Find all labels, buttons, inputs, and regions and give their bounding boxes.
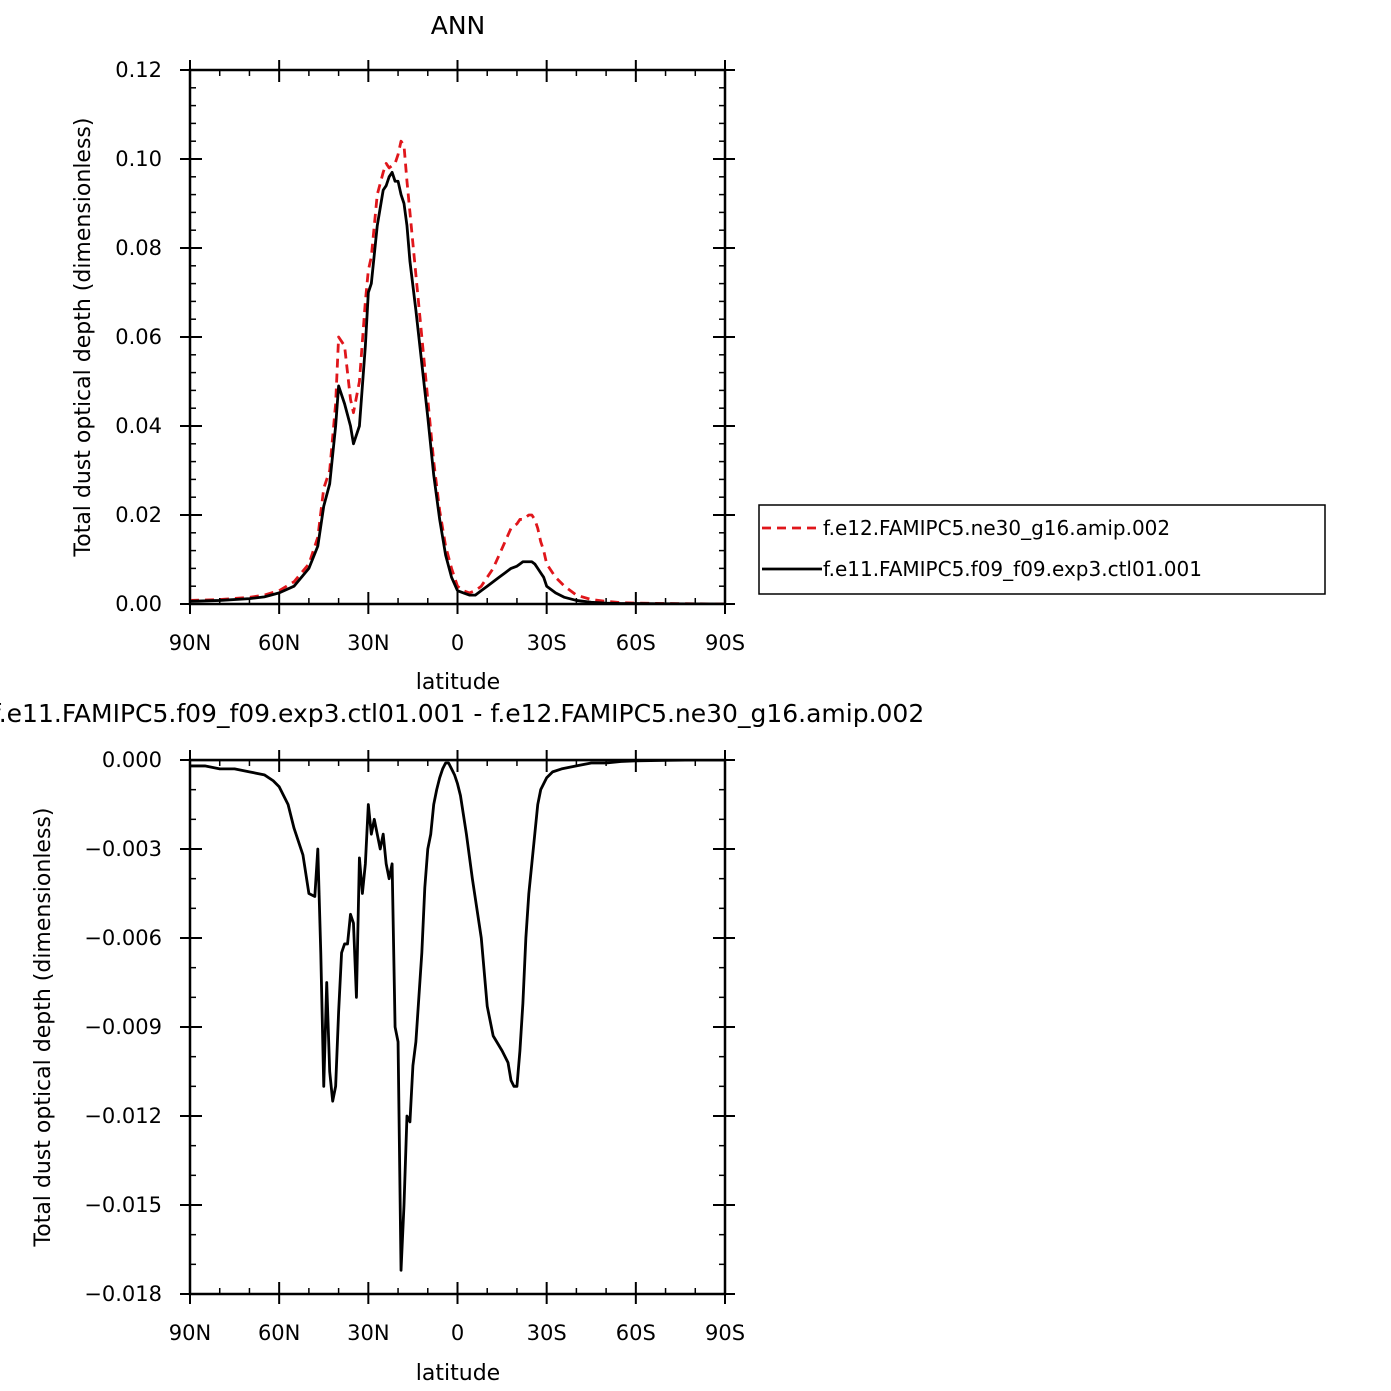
top-plot-area: 90N 60N 30N 0 30S 60S 90S 0.00 0.02 0.04 0.06 0.08 0… — [115, 58, 745, 655]
top-plot-frame — [188, 68, 727, 606]
bottom-x-tick-label: 30S — [527, 1321, 567, 1345]
top-y-tick-label: 0.06 — [115, 325, 162, 349]
top-x-tick-label: 60S — [616, 631, 656, 655]
bottom-y-tick-label: −0.015 — [84, 1193, 162, 1217]
top-x-axis-label: latitude — [416, 670, 500, 695]
top-y-tick-label: 0.08 — [115, 236, 162, 260]
top-chart-title: ANN — [431, 11, 486, 40]
bottom-series-group — [190, 760, 725, 1272]
top-chart: ANN 90N 60N 30N 0 30S 60S 90S 0.00 0.02 0.04 0.06 0… — [71, 11, 1326, 695]
top-series-group — [190, 139, 725, 604]
bottom-x-axis-label: latitude — [416, 1361, 500, 1386]
bottom-y-axis-label: Total dust optical depth (dimensionless) — [31, 808, 56, 1248]
bottom-x-tick-label: 90N — [169, 1321, 211, 1345]
bottom-plot-frame — [188, 758, 727, 1296]
bottom-y-tick-label: −0.009 — [84, 1015, 162, 1039]
top-series-line-2 — [190, 170, 725, 604]
bottom-y-tick-label: −0.006 — [84, 926, 162, 950]
bottom-y-tick-label: −0.003 — [84, 837, 162, 861]
top-x-tick-label: 60N — [258, 631, 300, 655]
legend-box — [758, 504, 1326, 595]
legend: f.e12.FAMIPC5.ne30_g16.amip.002 f.e11.FA… — [758, 504, 1326, 595]
legend-label-series-2: f.e11.FAMIPC5.f09_f09.exp3.ctl01.001 — [823, 557, 1202, 581]
bottom-ticks: 90N 60N 30N 0 30S 60S 90S 0.000 −0.003 −0.006 −0.0… — [84, 748, 745, 1345]
bottom-x-tick-label: 0 — [451, 1321, 464, 1345]
top-x-tick-label: 90N — [169, 631, 211, 655]
bottom-y-tick-label: −0.018 — [84, 1282, 162, 1306]
top-y-tick-label: 0.04 — [115, 414, 162, 438]
top-ticks: 90N 60N 30N 0 30S 60S 90S 0.00 0.02 0.04 0.06 0.08 0… — [115, 58, 745, 655]
bottom-series-line-1 — [190, 760, 725, 1272]
bottom-y-tick-label: −0.012 — [84, 1104, 162, 1128]
bottom-x-tick-label: 60N — [258, 1321, 300, 1345]
top-x-tick-label: 0 — [451, 631, 464, 655]
bottom-x-tick-label: 30N — [347, 1321, 389, 1345]
top-x-tick-label: 30N — [347, 631, 389, 655]
bottom-chart-title: f.e11.FAMIPC5.f09_f09.exp3.ctl01.001 - f… — [0, 699, 924, 728]
bottom-chart: f.e11.FAMIPC5.f09_f09.exp3.ctl01.001 - f… — [0, 699, 924, 1386]
top-x-tick-label: 30S — [527, 631, 567, 655]
top-series-line-1 — [190, 139, 725, 604]
bottom-y-tick-label: 0.000 — [102, 748, 162, 772]
bottom-x-tick-label: 90S — [705, 1321, 745, 1345]
top-y-tick-label: 0.12 — [115, 58, 162, 82]
top-y-tick-label: 0.10 — [115, 147, 162, 171]
top-x-tick-label: 90S — [705, 631, 745, 655]
legend-label-series-1: f.e12.FAMIPC5.ne30_g16.amip.002 — [823, 516, 1170, 540]
bottom-x-tick-label: 60S — [616, 1321, 656, 1345]
bottom-plot-area: 90N 60N 30N 0 30S 60S 90S 0.000 −0.003 −0.006 −0.0… — [84, 748, 745, 1345]
top-y-axis-label: Total dust optical depth (dimensionless) — [71, 118, 96, 558]
top-y-tick-label: 0.02 — [115, 503, 162, 527]
top-y-tick-label: 0.00 — [115, 592, 162, 616]
